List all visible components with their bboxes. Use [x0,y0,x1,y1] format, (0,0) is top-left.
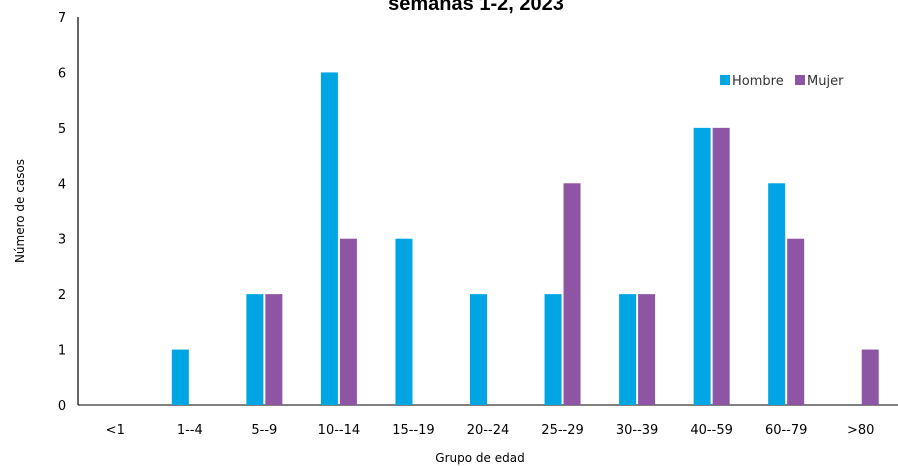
x-tick-label: 25--29 [541,423,583,438]
bar-hombre [470,294,487,405]
x-tick-label: 60--79 [765,423,807,438]
bar-mujer [265,294,283,405]
x-axis-label: Grupo de edad [435,451,524,465]
x-tick-label: 20--24 [467,423,509,438]
legend-label-mujer: Mujer [807,74,844,89]
y-tick-label: 0 [58,399,66,414]
bar-mujer [861,349,879,405]
y-tick-label: 5 [58,122,66,137]
y-tick-label: 6 [58,66,66,81]
y-tick-labels: 0 1 2 3 4 5 6 7 [58,11,66,414]
chart-title: semanas 1-2, 2023 [388,0,564,15]
bar-hombre [768,183,786,405]
legend: Hombre Mujer [720,74,844,89]
y-axis-label: Número de casos [13,159,27,263]
x-tick-label: 15--19 [392,423,434,438]
bar-hombre [246,294,264,405]
x-tick-label: 1--4 [177,423,203,438]
bar-mujer [563,183,581,405]
legend-swatch-mujer [795,75,805,85]
x-tick-label: 5--9 [251,423,277,438]
y-tick-label: 1 [58,344,66,359]
y-tick-label: 3 [58,233,66,248]
y-tick-label: 2 [58,288,66,303]
bar-hombre [544,294,562,405]
bar-mujer [787,238,805,405]
x-tick-label: <1 [106,423,125,438]
bar-hombre [320,72,338,405]
bars [171,72,879,405]
bar-mujer [339,238,357,405]
bar-mujer [712,127,730,405]
x-tick-label: >80 [847,423,874,438]
bar-hombre [693,127,711,405]
legend-swatch-hombre [720,75,730,85]
y-tick-label: 7 [58,11,66,26]
bar-mujer [638,294,656,405]
legend-label-hombre: Hombre [732,74,784,89]
bar-hombre [171,349,189,405]
x-tick-labels: <1 1--4 5--9 10--14 15--19 20--24 25--29 30--39… [106,423,875,438]
x-tick-label: 40--59 [690,423,732,438]
bar-hombre [619,294,637,405]
x-tick-label: 10--14 [318,423,360,438]
bar-hombre [395,238,413,405]
x-tick-label: 30--39 [616,423,658,438]
y-tick-label: 4 [58,177,66,192]
